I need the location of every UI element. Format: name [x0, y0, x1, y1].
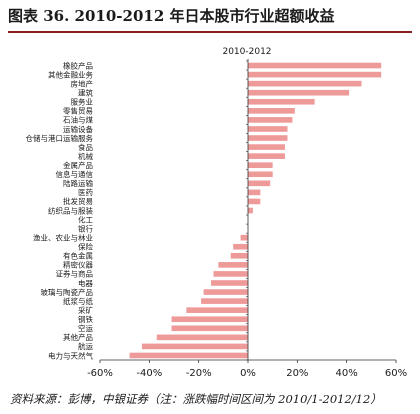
bar — [248, 126, 288, 132]
category-label: 食品 — [78, 142, 93, 152]
category-label: 银行 — [78, 223, 93, 233]
category-label: 纺织品与服装 — [48, 205, 93, 215]
category-label: 陆路运输 — [63, 178, 93, 188]
bar — [171, 325, 248, 332]
bar — [203, 289, 248, 295]
bar — [156, 334, 248, 341]
category-label: 仓储与港口运输服务 — [26, 133, 94, 143]
bar — [213, 271, 248, 277]
x-tick-label: -60% — [87, 368, 113, 379]
legend-label: 2010-2012 — [222, 47, 271, 57]
category-label: 采矿 — [78, 305, 93, 315]
x-tick-label: 40% — [336, 368, 358, 379]
category-label: 石油与煤 — [63, 115, 93, 125]
category-label: 信息与通信 — [56, 169, 94, 179]
category-label: 渔业、农业与林业 — [33, 232, 93, 242]
bar — [248, 171, 273, 178]
bars-group — [129, 62, 382, 359]
category-label: 机械 — [78, 151, 93, 161]
bar — [230, 252, 248, 259]
bar — [248, 162, 273, 169]
category-label: 运输设备 — [63, 124, 93, 134]
x-tick-label: -40% — [136, 368, 162, 379]
bar — [129, 352, 248, 359]
bar — [141, 343, 248, 350]
category-label: 建筑 — [78, 88, 93, 98]
bar — [248, 108, 295, 114]
category-label: 电器 — [78, 278, 93, 288]
category-label: 金属产品 — [63, 160, 93, 170]
bar — [248, 135, 288, 141]
bar-chart: 2010-2012 橡胶产品其他金融业务房地产建筑服务业零售贸易石油与煤运输设备… — [26, 47, 408, 379]
bar — [248, 207, 253, 214]
bar — [248, 89, 350, 96]
category-label: 化工 — [78, 214, 93, 224]
category-label: 纸浆与纸 — [63, 296, 93, 306]
bar — [201, 298, 248, 304]
x-tick-label: 0% — [240, 368, 256, 379]
category-label: 玻璃与陶瓷产品 — [41, 287, 94, 297]
bar — [233, 243, 248, 250]
category-label: 房地产 — [71, 78, 94, 88]
legend: 2010-2012 — [222, 47, 271, 57]
x-tick-label: 60% — [385, 368, 407, 379]
bar — [211, 280, 248, 286]
bar — [248, 180, 271, 187]
category-label: 其他金融业务 — [48, 69, 93, 79]
source-note: 资料来源：彭博，中银证券（注：涨跌幅时间区间为 2010/1-2012/12） — [10, 392, 382, 406]
category-label: 医药 — [78, 187, 93, 197]
title-divider — [8, 31, 412, 33]
x-tick-label: -20% — [186, 368, 212, 379]
x-axis: -60% -40% -20% 0% 20% 40% 60% — [87, 59, 407, 379]
x-tick-label: 20% — [286, 368, 308, 379]
bar — [186, 307, 248, 313]
category-label: 保险 — [78, 242, 93, 252]
bar — [240, 234, 248, 241]
category-label: 钢铁 — [78, 314, 93, 324]
category-label: 有色金属 — [63, 251, 93, 261]
chart-title: 图表 36. 2010-2012 年日本股市行业超额收益 — [8, 7, 335, 25]
category-label: 零售贸易 — [63, 106, 93, 116]
category-labels: 橡胶产品其他金融业务房地产建筑服务业零售贸易石油与煤运输设备仓储与港口运输服务食… — [26, 60, 94, 360]
category-label: 航运 — [78, 341, 93, 351]
category-label: 证券与商品 — [56, 269, 94, 279]
bar — [248, 153, 285, 159]
bar — [218, 262, 248, 268]
category-label: 服务业 — [71, 97, 94, 107]
category-label: 精密仪器 — [63, 260, 93, 270]
bar — [171, 316, 248, 323]
category-label: 橡胶产品 — [63, 60, 93, 70]
bar — [248, 198, 261, 205]
bar — [248, 62, 382, 69]
bar — [248, 189, 261, 196]
bar — [248, 117, 293, 123]
bar — [248, 71, 382, 78]
bar — [248, 144, 285, 150]
category-label: 电力与天然气 — [48, 350, 93, 360]
bar — [248, 80, 362, 87]
category-label: 批发贸易 — [63, 196, 93, 206]
bar — [248, 98, 315, 105]
category-label: 其他产品 — [63, 332, 93, 342]
category-label: 空运 — [78, 323, 93, 333]
